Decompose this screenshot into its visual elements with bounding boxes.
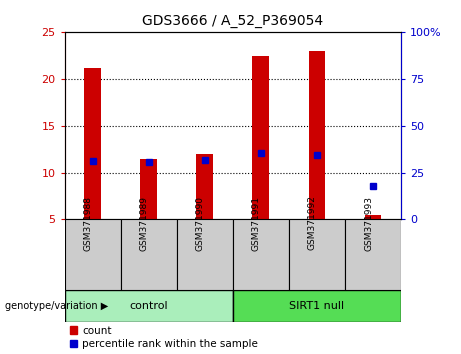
Text: GSM371990: GSM371990	[196, 195, 205, 251]
Bar	[233, 290, 401, 322]
Bar	[289, 219, 345, 290]
Text: control: control	[130, 301, 168, 311]
Text: GSM371993: GSM371993	[364, 195, 373, 251]
Bar	[233, 219, 289, 290]
Text: GSM371992: GSM371992	[308, 195, 317, 251]
Bar	[65, 290, 233, 322]
Text: GSM371991: GSM371991	[252, 195, 261, 251]
Text: GSM371988: GSM371988	[83, 195, 93, 251]
Bar	[308, 51, 325, 219]
Bar	[177, 219, 233, 290]
Text: SIRT1 null: SIRT1 null	[290, 301, 344, 311]
Bar	[196, 154, 213, 219]
Bar	[365, 215, 381, 219]
Title: GDS3666 / A_52_P369054: GDS3666 / A_52_P369054	[142, 14, 323, 28]
Text: genotype/variation ▶: genotype/variation ▶	[5, 301, 108, 311]
Bar	[140, 159, 157, 219]
Legend: count, percentile rank within the sample: count, percentile rank within the sample	[70, 326, 258, 349]
Bar	[345, 219, 401, 290]
Bar	[84, 68, 101, 219]
Bar	[253, 56, 269, 219]
Text: GSM371989: GSM371989	[140, 195, 148, 251]
Bar	[121, 219, 177, 290]
Bar	[65, 219, 121, 290]
